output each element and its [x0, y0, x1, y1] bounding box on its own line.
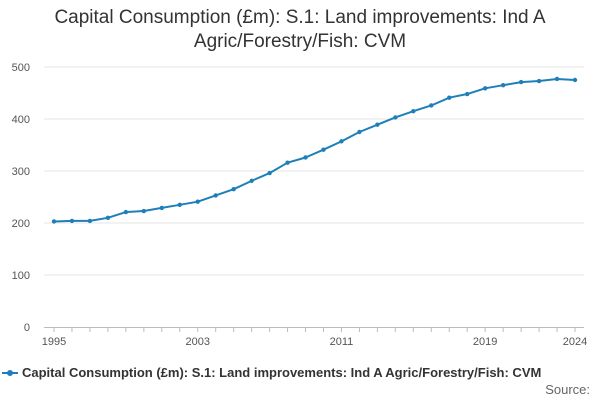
x-tick-label-2003: 2003 — [185, 336, 209, 348]
data-point-1996 — [69, 218, 75, 224]
y-axis-ticks: 0 100 200 300 400 500 — [12, 62, 30, 334]
data-point-2014 — [393, 115, 398, 120]
data-point-2005 — [231, 187, 236, 192]
source-label: Source: — [545, 382, 590, 397]
data-point-2006 — [249, 178, 254, 184]
y-tick-label-400: 400 — [12, 114, 30, 126]
data-point-2019 — [482, 86, 488, 91]
data-point-2000 — [141, 208, 147, 214]
y-tick-label-300: 300 — [12, 166, 30, 178]
legend-marker-swatch — [7, 370, 13, 376]
series-line-0 — [53, 77, 576, 223]
data-point-2008 — [285, 160, 290, 165]
data-point-2003 — [195, 199, 200, 204]
data-point-2015 — [411, 109, 416, 114]
data-point-2018 — [465, 91, 470, 97]
data-point-2016 — [429, 103, 434, 108]
grid-lines — [44, 66, 584, 276]
y-tick-label-100: 100 — [12, 270, 30, 282]
data-point-2012 — [357, 129, 362, 135]
data-point-2017 — [447, 95, 452, 100]
data-point-1999 — [123, 209, 129, 215]
data-point-2004 — [213, 193, 218, 198]
data-point-1995 — [51, 219, 57, 224]
data-point-2024 — [572, 77, 578, 83]
y-tick-label-200: 200 — [12, 218, 30, 230]
data-point-2013 — [375, 122, 380, 127]
chart-title: Capital Consumption (£m): S.1: Land impr… — [0, 6, 600, 54]
y-tick-label-500: 500 — [12, 62, 30, 74]
data-point-2010 — [321, 147, 326, 152]
legend-label: Capital Consumption (£m): S.1: Land impr… — [22, 365, 542, 380]
series-group — [51, 76, 578, 224]
data-point-2021 — [518, 79, 524, 85]
data-point-1997 — [87, 218, 93, 224]
data-point-1998 — [105, 215, 111, 220]
data-point-2011 — [339, 139, 344, 144]
data-point-2020 — [500, 83, 506, 88]
data-point-2001 — [159, 205, 164, 211]
data-point-2007 — [267, 170, 272, 176]
legend[interactable]: Capital Consumption (£m): S.1: Land impr… — [0, 364, 600, 382]
data-point-2009 — [303, 155, 308, 160]
data-point-2022 — [536, 78, 542, 84]
x-tick-label-2019: 2019 — [473, 336, 497, 348]
x-tick-label-2011: 2011 — [330, 336, 354, 348]
y-tick-label-0: 0 — [24, 322, 30, 334]
x-axis: 1995 2003 2011 2019 2024 — [42, 327, 587, 348]
x-tick-label-1995: 1995 — [42, 336, 66, 348]
data-point-2002 — [177, 202, 182, 207]
chart-title-line-2: Agric/Forestry/Fish: CVM — [193, 31, 407, 52]
x-tick-label-2024: 2024 — [563, 336, 587, 348]
chart-title-line-1: Capital Consumption (£m): S.1: Land impr… — [54, 7, 546, 28]
data-point-2023 — [554, 76, 560, 82]
